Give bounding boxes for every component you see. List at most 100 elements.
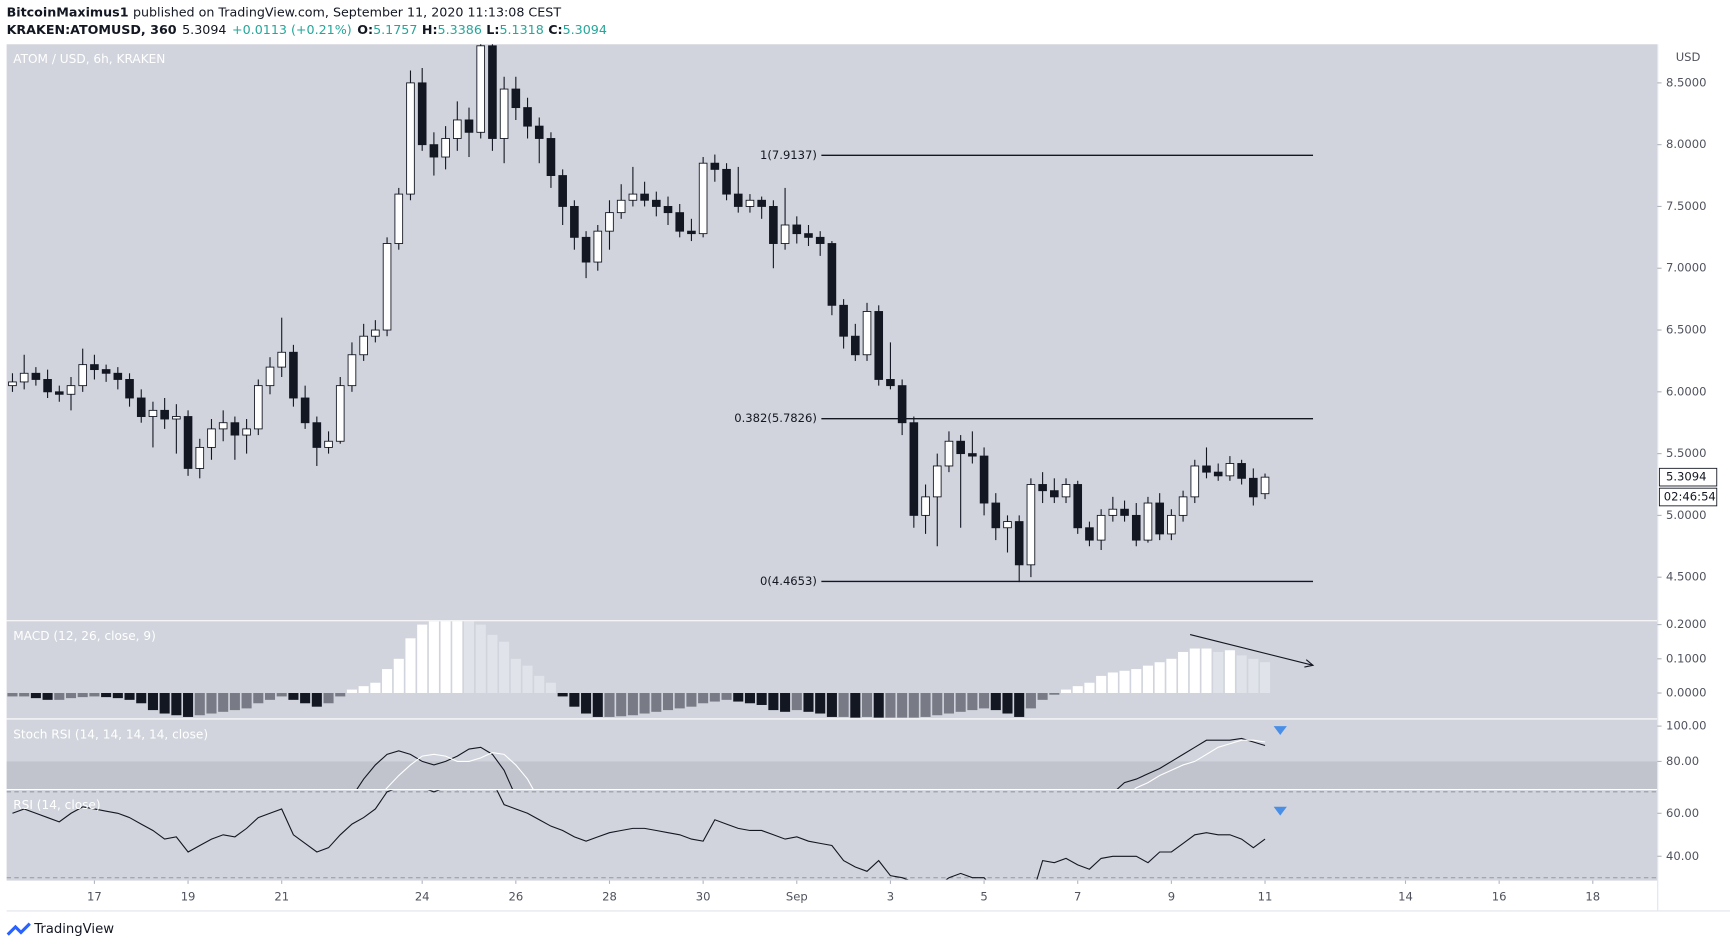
macd-bar xyxy=(534,675,545,694)
macd-bar xyxy=(733,693,744,702)
candle-body xyxy=(31,372,41,380)
macd-bar xyxy=(510,658,521,694)
y-tick-label: 80.00 xyxy=(1666,754,1699,768)
macd-bar xyxy=(206,693,217,714)
y-tick-label: 5.5000 xyxy=(1666,446,1707,460)
y-tick-label: 6.0000 xyxy=(1666,384,1707,398)
candle-body xyxy=(652,199,661,207)
y-tick-label: 5.0000 xyxy=(1666,508,1707,522)
candle-body xyxy=(698,162,708,235)
macd-bar xyxy=(463,621,475,694)
candle-body xyxy=(1073,484,1083,529)
ohlc-value: 5.3094 xyxy=(563,21,607,36)
macd-bar xyxy=(791,693,802,711)
macd-bar xyxy=(7,693,18,697)
candle-body xyxy=(90,364,99,371)
macd-bar xyxy=(475,624,486,694)
macd-bar xyxy=(382,669,393,694)
candle-body xyxy=(1131,514,1141,541)
macd-bar xyxy=(721,693,732,700)
ohlc-value: 5.1318 xyxy=(499,21,543,36)
candle-body xyxy=(1038,484,1047,492)
macd-bar xyxy=(147,693,158,711)
candle-body xyxy=(932,465,942,498)
candle-body xyxy=(921,496,930,516)
macd-bar xyxy=(370,682,381,694)
candle-body xyxy=(733,193,743,207)
macd-bar xyxy=(452,621,463,694)
x-tick-label: 17 xyxy=(87,890,102,904)
macd-bar xyxy=(1072,686,1083,694)
macd-bar xyxy=(1178,651,1189,694)
fib-label: 0(4.4653) xyxy=(760,574,817,588)
x-tick-label: 5 xyxy=(980,890,987,904)
x-tick-label: Sep xyxy=(786,890,808,904)
macd-bar xyxy=(487,634,498,694)
macd-bar xyxy=(932,693,943,716)
candle-body xyxy=(558,175,567,207)
macd-bar xyxy=(838,693,849,717)
macd-bar xyxy=(1060,689,1072,694)
candle-body xyxy=(1050,490,1059,498)
candle-body xyxy=(968,453,977,457)
y-tick-label: 7.5000 xyxy=(1666,199,1707,213)
last-price-label: 5.3094 xyxy=(1666,470,1707,484)
published-note: published on TradingView.com, September … xyxy=(133,4,561,19)
ohlc-label: H: xyxy=(422,21,438,36)
candle-body xyxy=(429,144,439,158)
y-tick-label: 60.00 xyxy=(1666,806,1699,820)
x-tick-label: 3 xyxy=(887,890,894,904)
logo-mark xyxy=(6,922,31,936)
macd-bar xyxy=(1259,662,1271,694)
macd-bar xyxy=(346,689,357,694)
candle-body xyxy=(1213,471,1223,477)
macd-bar xyxy=(627,693,638,716)
candle-body xyxy=(909,422,919,516)
macd-bar xyxy=(1189,648,1200,694)
x-tick-label: 28 xyxy=(602,890,617,904)
macd-bar xyxy=(1248,658,1259,694)
candle-body xyxy=(1108,508,1118,516)
x-tick-label: 19 xyxy=(181,890,196,904)
candle-body xyxy=(687,230,696,235)
candle-body xyxy=(523,107,532,127)
macd-bar xyxy=(288,693,299,700)
macd-bar xyxy=(89,693,100,697)
candle-body xyxy=(745,199,755,207)
candle-body xyxy=(335,385,345,442)
pane: 1(7.9137) 0.382(5.7826) 0(4.4653) xyxy=(8,44,1314,588)
candle-body xyxy=(605,212,614,232)
macd-bar xyxy=(803,693,814,712)
candle-body xyxy=(242,428,251,436)
last-price-box xyxy=(1658,467,1718,487)
macd-bar xyxy=(1025,693,1036,709)
candle-body xyxy=(1120,508,1129,516)
candle-body xyxy=(944,440,954,467)
macd-bar xyxy=(393,658,404,694)
author[interactable]: BitcoinMaximus1 xyxy=(7,4,129,19)
x-tick-label: 18 xyxy=(1585,890,1600,904)
y-tick-label: 6.5000 xyxy=(1666,323,1707,337)
ohlc-label: L: xyxy=(486,21,499,36)
candle-body xyxy=(1155,502,1164,535)
header-line: BitcoinMaximus1 published on TradingView.… xyxy=(7,4,562,19)
macd-bar xyxy=(1154,662,1165,694)
macd-bar xyxy=(885,693,896,718)
candle-body xyxy=(581,236,591,263)
candle-body xyxy=(722,168,731,195)
macd-bar xyxy=(417,624,428,694)
candle-body xyxy=(570,206,579,238)
macd-bar xyxy=(253,693,264,704)
candle-body xyxy=(441,138,450,158)
candle-body xyxy=(253,385,263,430)
candle-body xyxy=(347,354,357,387)
candle-body xyxy=(979,455,989,504)
candle-body xyxy=(125,379,134,399)
macd-bar xyxy=(77,693,88,698)
brand-logo[interactable] xyxy=(6,922,31,936)
brand-name[interactable]: TradingView xyxy=(33,922,114,937)
macd-bar xyxy=(428,621,439,694)
macd-bar xyxy=(1037,693,1048,700)
macd-bar xyxy=(276,693,287,697)
candle-body xyxy=(780,224,790,244)
